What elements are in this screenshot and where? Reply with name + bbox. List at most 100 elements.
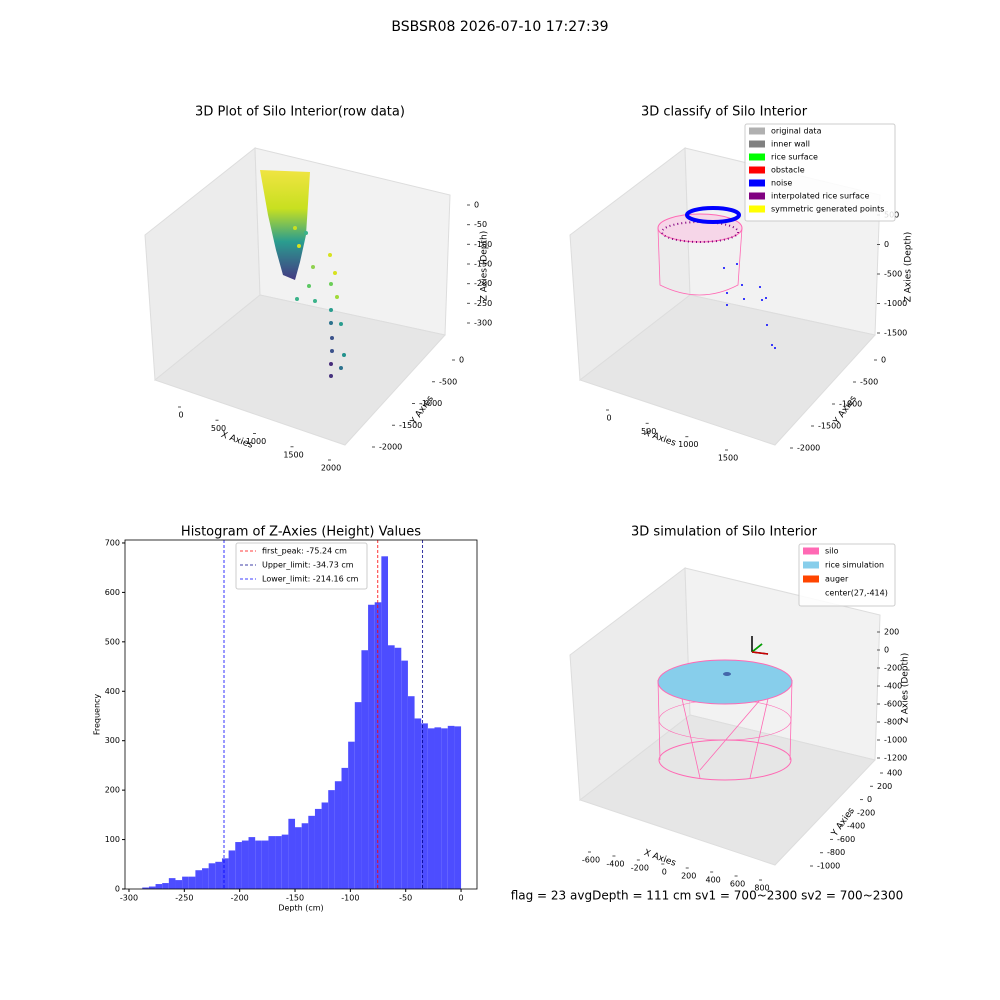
bar [434, 727, 442, 889]
chart-title: 3D classify of Silo Interior [641, 105, 808, 120]
bar [361, 650, 369, 889]
x-tick-label: -200 [631, 864, 649, 873]
z-tick-label: -100 [474, 240, 492, 249]
y-tick-label: 0 [115, 885, 120, 894]
bar [148, 886, 156, 889]
bar [427, 728, 435, 889]
y-tick-label: -2000 [379, 443, 402, 452]
annotation: flag = 23 avgDepth = 111 cm sv1 = 700~23… [511, 889, 904, 903]
bar [368, 604, 375, 889]
legend-swatch [749, 179, 765, 187]
y-tick-label: -500 [860, 378, 878, 387]
bar [195, 870, 203, 889]
x-tick-label: 1000 [246, 437, 266, 446]
axis-triad [751, 651, 769, 655]
legend-swatch [749, 166, 765, 174]
legend-label: obstacle [771, 166, 805, 175]
bar [394, 647, 402, 889]
legend-label: noise [771, 179, 792, 188]
bar [221, 858, 229, 889]
z-tick-label: 0 [474, 201, 479, 210]
bar [381, 556, 389, 889]
z-axis-label: Z Axies (Depth) [901, 653, 911, 724]
legend-swatch [749, 153, 765, 161]
legend-swatch [803, 561, 819, 569]
y-tick-label: 600 [105, 588, 120, 597]
x-tick-label: -300 [120, 894, 138, 903]
pane [153, 294, 446, 446]
bar [275, 836, 282, 889]
bar [354, 702, 362, 889]
y-tick-label: 0 [867, 795, 872, 804]
x-tick-label: -100 [341, 894, 359, 903]
panel-3d-raw [144, 146, 451, 446]
bar [261, 840, 269, 889]
x-tick-label: 600 [730, 880, 745, 889]
z-tick-label: -500 [884, 270, 902, 279]
bar [248, 837, 256, 889]
y-axis-label: Frequency [93, 694, 102, 736]
z-tick-label: -800 [884, 718, 902, 727]
x-tick-label: 1500 [283, 450, 303, 459]
bar [308, 815, 315, 889]
z-tick-label: -250 [474, 299, 492, 308]
chart-title: Histogram of Z-Axies (Height) Values [181, 525, 421, 540]
axis-triad [751, 643, 763, 653]
bar [407, 696, 415, 889]
scatter-points [293, 226, 346, 378]
bar [188, 876, 196, 889]
panel-3d-simulation [569, 567, 881, 866]
legend-swatch [803, 575, 819, 583]
z-tick-label: 0 [884, 240, 889, 249]
y-tick-label: -1500 [818, 422, 841, 431]
y-tick-label: -2000 [797, 444, 820, 453]
x-tick-label: 0 [459, 894, 464, 903]
auger-center [723, 672, 731, 676]
bar [215, 861, 222, 889]
legend-label: center(27,-414) [825, 589, 888, 598]
chart-title: 3D Plot of Silo Interior(row data) [195, 105, 405, 120]
legend-label: first_peak: -75.24 cm [262, 547, 347, 556]
bar [441, 728, 448, 889]
x-tick-label: 0 [178, 411, 183, 420]
x-tick-label: 400 [706, 876, 721, 885]
bar [142, 887, 149, 889]
bar [235, 842, 242, 889]
bar [288, 818, 296, 889]
x-axis-label: Depth (cm) [278, 904, 323, 913]
legend-label: auger [825, 575, 849, 584]
bar [182, 876, 189, 889]
y-tick-label: -200 [857, 808, 875, 817]
z-tick-label: -400 [884, 682, 902, 691]
y-tick-label: -1000 [817, 862, 840, 871]
legend-label: inner wall [771, 140, 810, 149]
legend-box [798, 543, 896, 607]
y-tick-label: 100 [105, 835, 120, 844]
bar [281, 834, 289, 889]
z-tick-label: -200 [884, 664, 902, 673]
bar [334, 781, 342, 889]
z-tick-label: -300 [474, 319, 492, 328]
x-tick-label: 1500 [718, 454, 738, 463]
bar [388, 645, 395, 889]
x-tick-label: -250 [175, 894, 193, 903]
bar [328, 790, 335, 889]
z-tick-label: -1000 [884, 299, 907, 308]
y-tick-label: -800 [827, 848, 845, 857]
legend-swatch [749, 140, 765, 148]
bar [202, 868, 209, 889]
z-tick-label: 200 [884, 628, 899, 637]
bar [295, 827, 302, 889]
bar [268, 836, 276, 889]
z-axis-label: Z Axies (Depth) [480, 231, 490, 302]
bar [401, 660, 408, 889]
x-tick-label: 0 [662, 868, 667, 877]
z-tick-label: -600 [884, 700, 902, 709]
bar [208, 863, 216, 889]
z-axis-label: Z Axies (Depth) [904, 232, 914, 303]
bar [314, 808, 322, 889]
bar [241, 840, 249, 889]
y-tick-label: 0 [459, 356, 464, 365]
bar [421, 723, 428, 889]
